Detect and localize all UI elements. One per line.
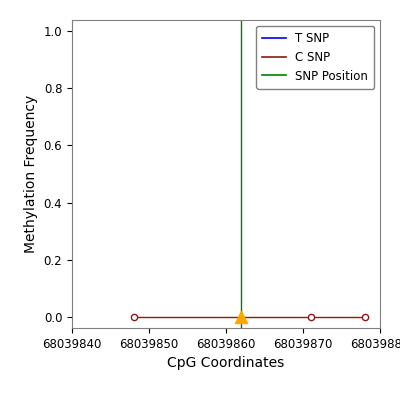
- X-axis label: CpG Coordinates: CpG Coordinates: [167, 356, 285, 370]
- Legend: T SNP, C SNP, SNP Position: T SNP, C SNP, SNP Position: [256, 26, 374, 88]
- Y-axis label: Methylation Frequency: Methylation Frequency: [24, 95, 38, 253]
